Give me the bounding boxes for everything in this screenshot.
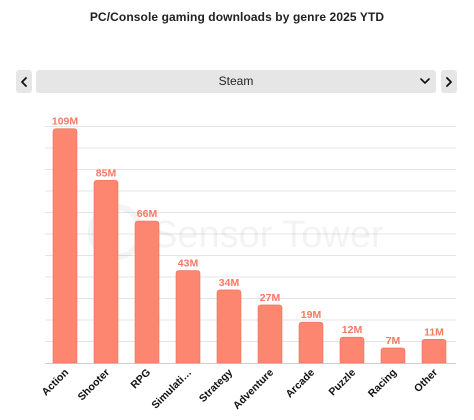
x-tick-label: RPG bbox=[129, 367, 154, 392]
bar-arcade[interactable] bbox=[298, 321, 324, 364]
x-tick-label: Arcade bbox=[283, 367, 317, 401]
data-label: 7M bbox=[386, 335, 401, 347]
chart-title: PC/Console gaming downloads by genre 202… bbox=[89, 10, 385, 24]
x-tick-label: Racing bbox=[366, 367, 399, 400]
bar-puzzle[interactable] bbox=[339, 336, 365, 364]
bar-shooter[interactable] bbox=[93, 179, 119, 364]
platform-select-value: Steam bbox=[218, 74, 254, 88]
chevron-right-icon bbox=[446, 76, 452, 87]
bar-racing[interactable] bbox=[380, 347, 406, 364]
next-button[interactable] bbox=[441, 70, 457, 93]
x-tick-label: Puzzle bbox=[327, 367, 359, 399]
chevron-down-icon bbox=[420, 78, 430, 84]
data-label: 11M bbox=[424, 326, 444, 338]
x-tick-label: Shooter bbox=[76, 367, 113, 404]
data-label: 109M bbox=[52, 116, 79, 128]
data-label: 19M bbox=[301, 309, 322, 321]
data-label: 43M bbox=[178, 258, 199, 270]
data-label: 27M bbox=[260, 292, 281, 304]
bar-simulati[interactable] bbox=[175, 270, 201, 364]
bar-action[interactable] bbox=[52, 128, 78, 364]
bar-adventure[interactable] bbox=[257, 304, 283, 364]
x-tick-label: Other bbox=[412, 367, 440, 395]
data-label: 34M bbox=[219, 277, 240, 289]
x-tick-label: Strategy bbox=[197, 367, 235, 405]
platform-select[interactable]: Steam bbox=[36, 70, 436, 93]
x-tick-label: Adventure bbox=[231, 367, 276, 412]
x-tick-label: Simulati… bbox=[149, 367, 194, 412]
previous-button[interactable] bbox=[16, 70, 32, 93]
bars bbox=[52, 128, 447, 364]
bar-strategy[interactable] bbox=[216, 289, 242, 364]
data-label: 66M bbox=[137, 208, 158, 220]
watermark-text: Sensor Tower bbox=[152, 214, 384, 256]
data-label: 85M bbox=[96, 167, 117, 179]
bar-other[interactable] bbox=[421, 339, 447, 364]
x-tick-label: Action bbox=[40, 367, 72, 399]
bar-rpg[interactable] bbox=[134, 220, 160, 364]
chevron-left-icon bbox=[21, 76, 27, 87]
data-label: 12M bbox=[342, 324, 363, 336]
data-labels: 109M 85M 66M 43M 34M 27M 19M 12M 7M 11M bbox=[52, 116, 444, 347]
